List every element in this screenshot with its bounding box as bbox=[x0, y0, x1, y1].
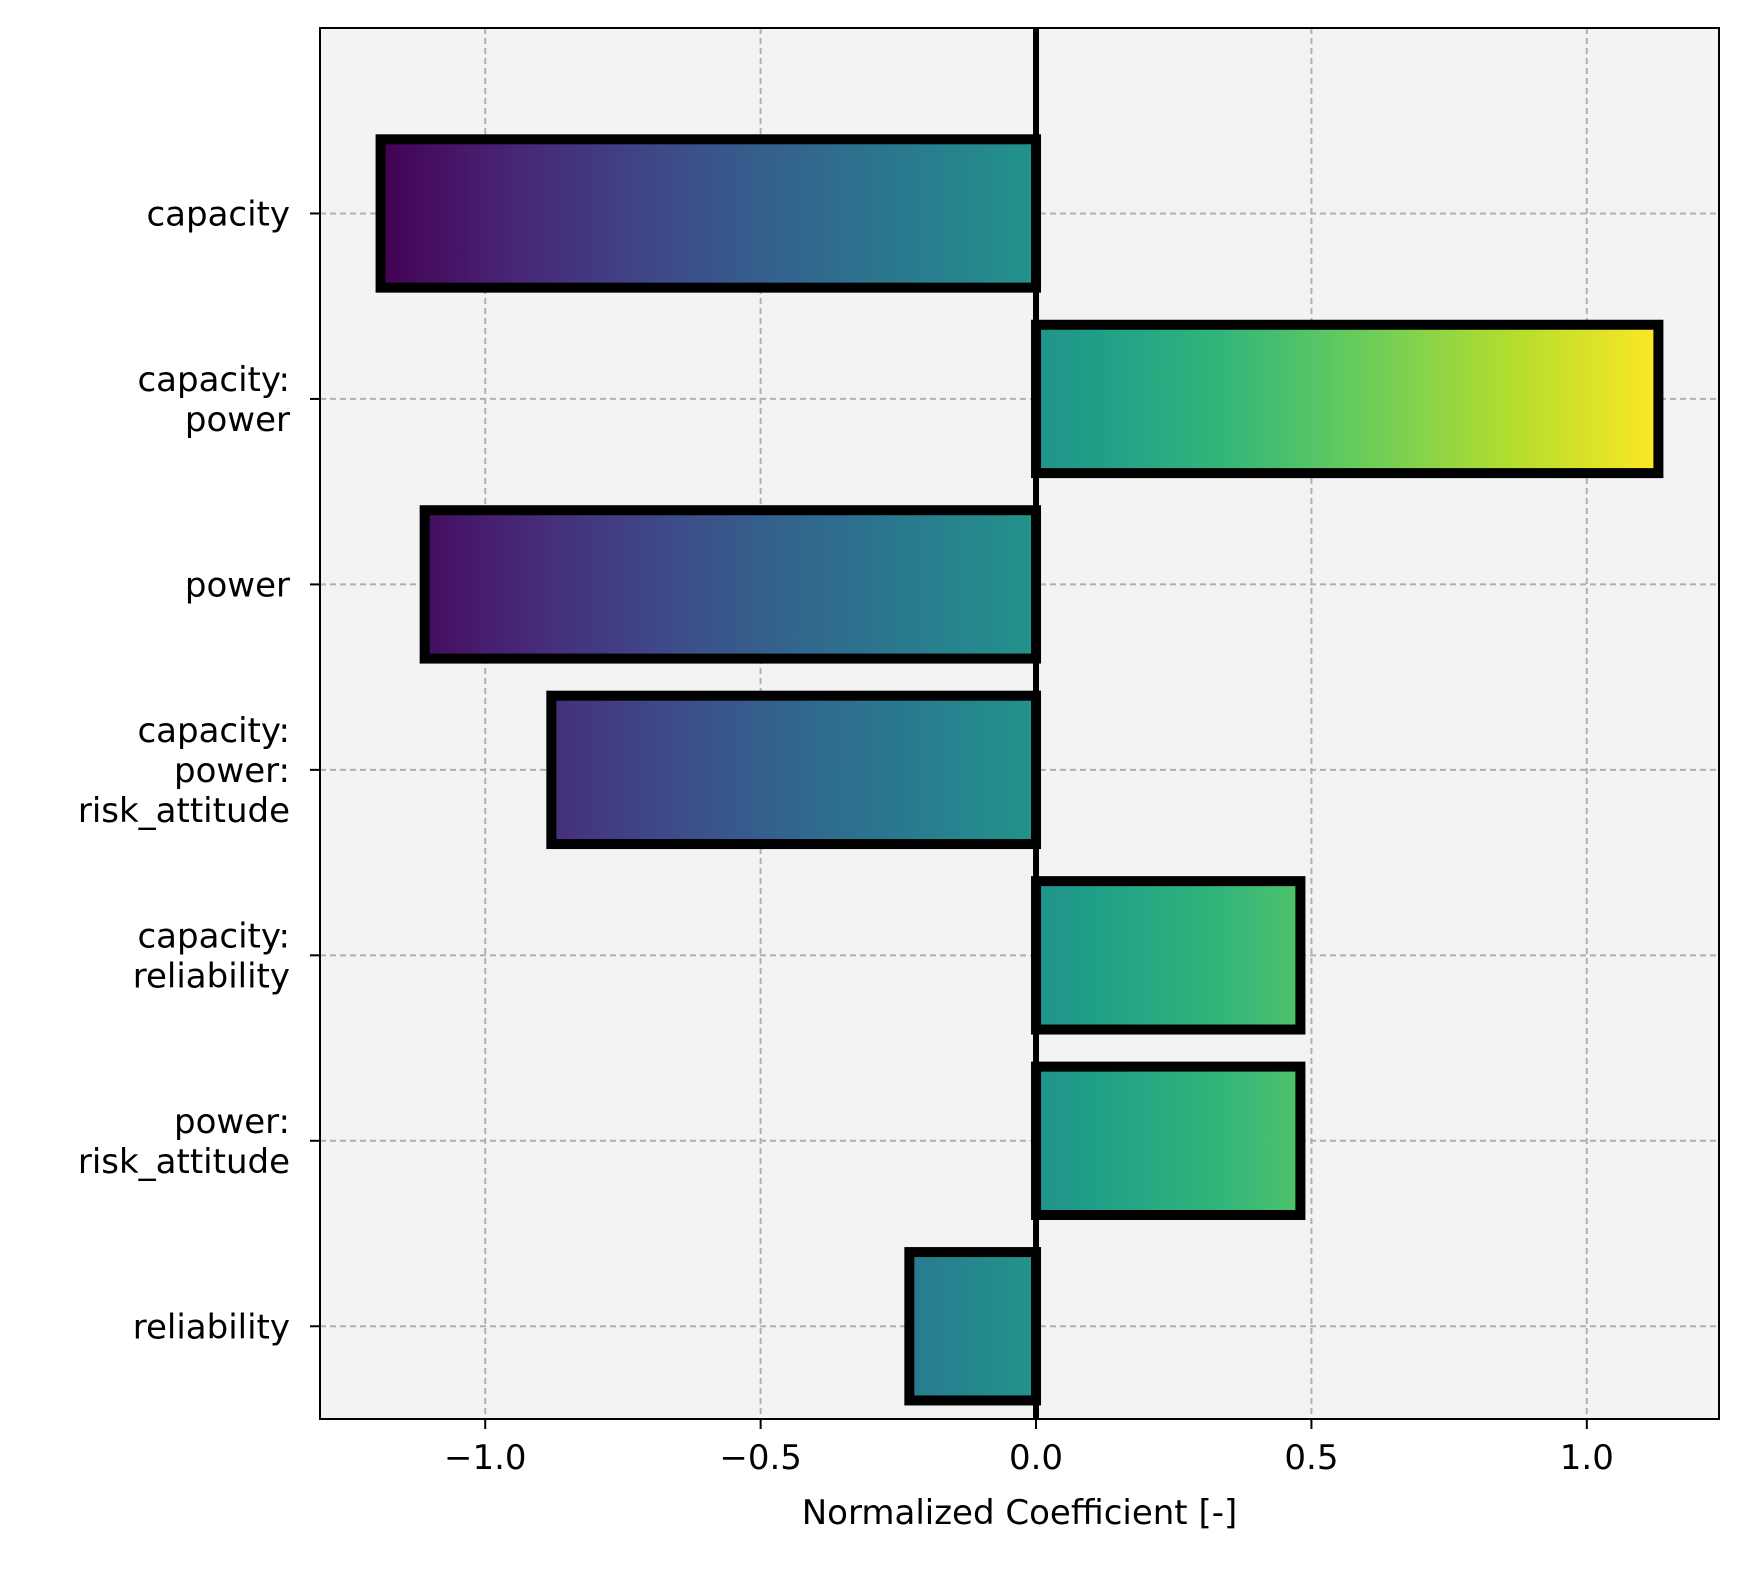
bar bbox=[419, 505, 1042, 664]
y-tick-label: reliability bbox=[133, 1307, 290, 1347]
y-tick-label: capacity bbox=[146, 194, 290, 234]
x-tick-label: 1.0 bbox=[1560, 1438, 1614, 1478]
plot-frame bbox=[319, 27, 1720, 1420]
bars bbox=[375, 28, 1664, 1419]
bar bbox=[546, 690, 1042, 850]
x-tick-label: 0.5 bbox=[1284, 1438, 1338, 1478]
bar bbox=[1031, 1061, 1306, 1220]
x-tick-label: 0.0 bbox=[1009, 1438, 1063, 1478]
y-tick-label: power: risk_attitude bbox=[78, 1102, 290, 1182]
y-tick-label: power bbox=[185, 565, 290, 605]
y-tick-label: capacity: power bbox=[137, 360, 290, 440]
ticks: −1.0 −0.5 0.0 0.5 1.0 capacity capacity: power p… bbox=[78, 194, 1614, 1478]
bar bbox=[1031, 319, 1664, 479]
x-tick-label: −1.0 bbox=[444, 1438, 527, 1478]
y-tick-label: capacity: power: risk_attitude bbox=[78, 711, 290, 831]
bar bbox=[904, 1247, 1042, 1406]
x-axis-label: Normalized Coefficient [-] bbox=[802, 1493, 1238, 1533]
x-tick-label: −0.5 bbox=[719, 1438, 802, 1478]
bar bbox=[375, 134, 1042, 293]
y-tick-label: capacity: reliability bbox=[133, 916, 290, 996]
bar bbox=[1031, 876, 1306, 1035]
